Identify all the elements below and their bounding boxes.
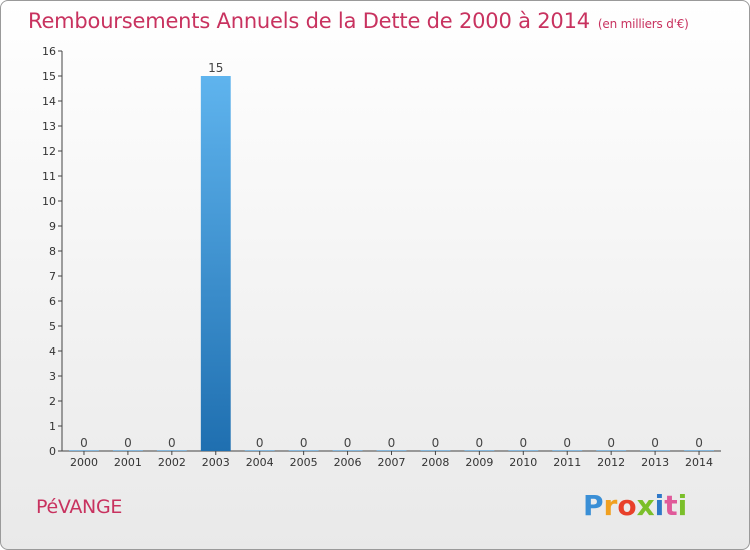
data-label: 0 (388, 436, 396, 450)
bar (596, 450, 627, 451)
x-tick-label: 2013 (641, 456, 669, 469)
bar (508, 450, 539, 451)
data-label: 0 (432, 436, 440, 450)
bar (640, 450, 671, 451)
y-tick-label: 10 (42, 195, 56, 208)
logo-letter: t (664, 489, 678, 522)
proxiti-logo: Proxiti (583, 489, 687, 522)
x-tick-label: 2010 (509, 456, 537, 469)
x-tick-label: 2006 (334, 456, 362, 469)
y-tick-label: 6 (49, 295, 56, 308)
bar (288, 450, 319, 451)
x-tick-label: 2011 (553, 456, 581, 469)
y-tick-label: 15 (42, 70, 56, 83)
bar (332, 450, 363, 451)
chart-title-row: Remboursements Annuels de la Dette de 20… (28, 9, 689, 33)
bar (156, 450, 187, 451)
data-label: 0 (300, 436, 308, 450)
x-tick-label: 2009 (465, 456, 493, 469)
x-tick-label: 2004 (246, 456, 274, 469)
y-tick-label: 7 (49, 270, 56, 283)
y-tick-label: 1 (49, 420, 56, 433)
bar (112, 450, 143, 451)
y-tick-label: 14 (42, 95, 56, 108)
chart-subtitle: (en milliers d'€) (597, 17, 689, 31)
y-tick-label: 0 (49, 445, 56, 458)
y-tick-label: 4 (49, 345, 56, 358)
y-tick-label: 9 (49, 220, 56, 233)
data-label: 0 (476, 436, 484, 450)
x-tick-label: 2001 (114, 456, 142, 469)
y-tick-label: 13 (42, 120, 56, 133)
y-tick-label: 8 (49, 245, 56, 258)
y-tick-label: 11 (42, 170, 56, 183)
logo-letter: i (677, 489, 688, 522)
logo-letter: o (617, 489, 637, 522)
logo-letter: i (654, 489, 665, 522)
x-tick-label: 2012 (597, 456, 625, 469)
bar (420, 450, 451, 451)
bar (69, 450, 99, 451)
chart-title: Remboursements Annuels de la Dette de 20… (28, 9, 590, 33)
x-tick-label: 2008 (421, 456, 449, 469)
bar (244, 450, 275, 451)
x-tick-label: 2007 (378, 456, 406, 469)
bar (200, 76, 231, 451)
x-tick-label: 2000 (70, 456, 98, 469)
chart-labels: 0123456789101112131415162000020010200202… (42, 45, 713, 469)
chart-bars (69, 76, 714, 451)
x-tick-label: 2005 (290, 456, 318, 469)
bar (684, 450, 714, 451)
bar (464, 450, 495, 451)
data-label: 0 (695, 436, 703, 450)
data-label: 0 (519, 436, 527, 450)
commune-name: PéVANGE (36, 496, 123, 518)
y-tick-label: 2 (49, 395, 56, 408)
data-label: 0 (607, 436, 615, 450)
data-label: 0 (256, 436, 264, 450)
y-tick-label: 3 (49, 370, 56, 383)
data-label: 0 (80, 436, 88, 450)
data-label: 0 (124, 436, 132, 450)
logo-letter: r (603, 489, 618, 522)
data-label: 0 (168, 436, 176, 450)
x-tick-label: 2003 (202, 456, 230, 469)
data-label: 0 (344, 436, 352, 450)
data-label: 15 (208, 61, 223, 75)
bar (552, 450, 583, 451)
x-tick-label: 2014 (685, 456, 713, 469)
bar (376, 450, 407, 451)
chart-axes (58, 50, 721, 455)
logo-letter: P (583, 489, 604, 522)
y-tick-label: 16 (42, 45, 56, 58)
y-tick-label: 12 (42, 145, 56, 158)
y-tick-label: 5 (49, 320, 56, 333)
x-tick-label: 2002 (158, 456, 186, 469)
data-label: 0 (563, 436, 571, 450)
logo-letter: x (636, 489, 655, 522)
data-label: 0 (651, 436, 659, 450)
